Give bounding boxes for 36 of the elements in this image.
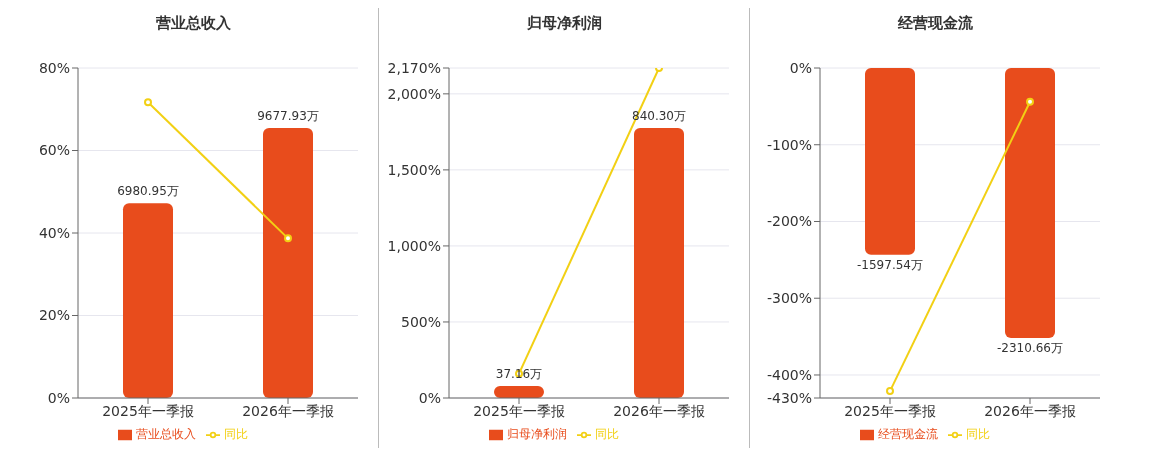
y-tick-label: 500% xyxy=(400,313,441,330)
y-tick-label: -100% xyxy=(766,136,812,153)
y-tick-label: -300% xyxy=(766,290,812,307)
legend-label: 同比 xyxy=(224,427,248,441)
data-label: -1597.54万 xyxy=(857,257,923,272)
x-tick-label: 2025年一季报 xyxy=(844,402,936,419)
legend-label: 营业总收入 xyxy=(136,427,196,441)
chart-title: 归母净利润 xyxy=(525,13,603,34)
y-tick-label: 40% xyxy=(38,224,70,241)
legend-label: 同比 xyxy=(966,427,990,441)
x-tick-label: 2025年一季报 xyxy=(473,402,565,419)
x-tick-label: 2025年一季报 xyxy=(102,402,194,419)
y-tick-label: 0% xyxy=(418,389,441,406)
legend-label: 同比 xyxy=(595,427,619,441)
y-tick-label: 20% xyxy=(38,307,70,324)
y-tick-label: -430% xyxy=(766,389,812,406)
y-tick-label: 60% xyxy=(38,142,70,159)
chart-title: 经营现金流 xyxy=(896,13,974,34)
data-label: 6980.95万 xyxy=(117,184,179,199)
chart-title: 营业总收入 xyxy=(154,13,232,34)
legend-label: 归母净利润 xyxy=(507,427,567,441)
y-tick-label: 2,170% xyxy=(387,59,441,76)
y-tick-label: -400% xyxy=(766,366,812,383)
y-tick-label: 80% xyxy=(38,59,70,76)
x-tick-label: 2026年一季报 xyxy=(613,402,705,419)
y-tick-label: 0% xyxy=(47,389,70,406)
x-tick-label: 2026年一季报 xyxy=(984,402,1076,419)
y-tick-label: 1,000% xyxy=(387,237,441,254)
data-label: 9677.93万 xyxy=(257,109,319,123)
y-tick-label: 2,000% xyxy=(387,85,441,102)
x-tick-label: 2026年一季报 xyxy=(242,402,334,419)
legend-label: 经营现金流 xyxy=(878,427,938,441)
y-tick-label: 1,500% xyxy=(387,161,441,178)
data-label: -2310.66万 xyxy=(997,341,1063,355)
y-tick-label: -200% xyxy=(766,213,812,230)
y-tick-label: 0% xyxy=(789,59,812,76)
